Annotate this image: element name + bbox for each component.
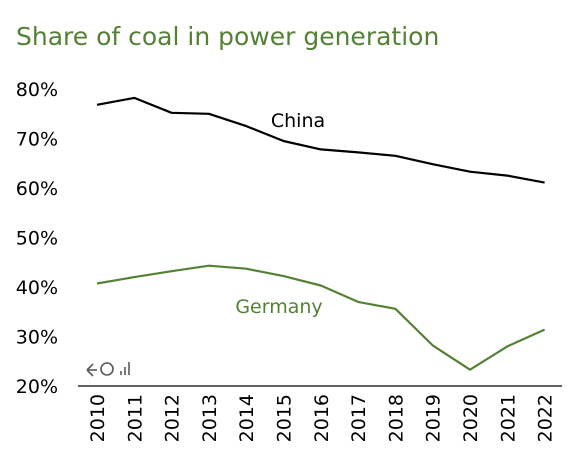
x-tick-label: 2018 [385,394,407,442]
x-tick-label: 2010 [87,394,109,442]
chart-title: Share of coal in power generation [16,22,439,51]
x-tick-label: 2013 [199,394,221,442]
x-tick-label: 2017 [348,394,370,442]
y-axis: 80% 70% 60% 50% 40% 30% 20% [16,79,58,398]
x-tick-label: 2020 [460,394,482,442]
x-axis: 2010 2011 2012 2013 2014 2015 2016 2017 2018 2019… [87,394,557,442]
x-tick-label: 2022 [535,394,557,442]
series-line-china [96,96,545,184]
x-tick-label: 2011 [124,394,146,442]
x-tick-label: 2014 [236,394,258,442]
x-tick-label: 2021 [497,394,519,442]
x-tick-label: 2012 [162,394,184,442]
x-tick-label: 2019 [423,394,445,442]
logo-stroke [86,369,94,377]
series-label-germany: Germany [235,296,322,318]
series-label-china: China [271,110,325,132]
kso-logo-icon [86,362,130,377]
y-tick-label: 60% [16,178,58,200]
series-lines [96,96,546,371]
series-line-germany [96,264,546,371]
x-tick-label: 2016 [311,394,333,442]
x-tick-label: 2015 [274,394,296,442]
y-tick-label: 70% [16,129,58,151]
y-tick-label: 80% [16,79,58,101]
logo-stroke [86,363,94,371]
logo-circle [100,362,114,376]
y-tick-label: 30% [16,327,58,349]
y-tick-label: 50% [16,228,58,250]
y-tick-label: 20% [16,376,58,398]
y-tick-label: 40% [16,277,58,299]
series-labels: China Germany [235,110,325,318]
